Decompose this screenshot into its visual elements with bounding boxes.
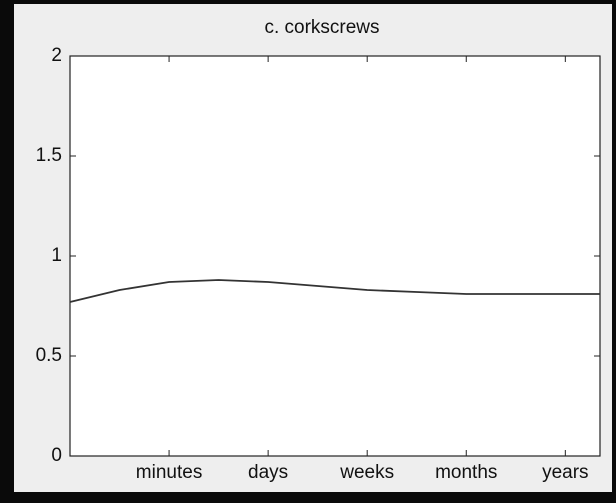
line: [69, 279, 600, 303]
x-tick-label: minutes: [136, 462, 203, 483]
y-tick-label: 0.5: [36, 345, 62, 366]
x-tick-label: days: [248, 462, 288, 483]
x-tick-label: weeks: [339, 462, 394, 483]
y-tick-label: 1: [51, 245, 62, 266]
y-tick-label: 2: [51, 45, 62, 66]
x-tick-label: months: [435, 462, 497, 483]
plot-area: [69, 55, 601, 457]
y-tick-label: 0: [51, 445, 62, 466]
y-tick-label: 1.5: [36, 145, 62, 166]
chart-title: c. corkscrews: [264, 17, 379, 38]
x-tick-label: years: [542, 462, 588, 483]
